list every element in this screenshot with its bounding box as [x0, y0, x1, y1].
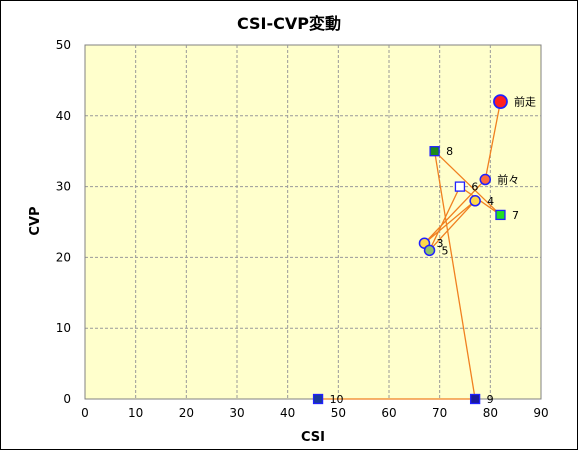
- x-axis-title: CSI: [301, 430, 325, 445]
- tick-labels: 0 10 20 30 40 50 60 70 80 90 0 10 20 30 40 50: [56, 38, 549, 420]
- plot-area: [84, 44, 542, 400]
- series-path: [318, 101, 502, 400]
- x-tick-label: 50: [331, 406, 346, 420]
- data-point-label: 前走: [514, 95, 536, 109]
- data-point-label: 4: [487, 195, 494, 208]
- data-point: [495, 209, 506, 221]
- data-point-label: 6: [471, 181, 478, 194]
- y-axis-title: CVP: [28, 206, 43, 235]
- y-tick-label: 30: [56, 180, 71, 194]
- data-point-label: 5: [442, 244, 449, 257]
- data-point-label: 10: [330, 393, 344, 406]
- data-point-label: 9: [487, 393, 494, 406]
- data-point: [493, 94, 508, 110]
- x-tick-label: 80: [483, 406, 498, 420]
- data-point: [479, 173, 492, 186]
- data-point-label: 7: [512, 209, 519, 222]
- x-tick-label: 70: [432, 406, 447, 420]
- data-point-label: 3: [436, 237, 443, 250]
- data-point-label: 前々: [497, 173, 519, 187]
- chart-title: CSI-CVP変動: [237, 14, 341, 33]
- data-point-label: 8: [446, 145, 453, 158]
- data-point: [469, 195, 481, 207]
- y-tick-label: 20: [56, 250, 71, 264]
- x-tick-label: 0: [81, 406, 89, 420]
- x-tick-label: 90: [533, 406, 548, 420]
- y-tick-label: 50: [56, 38, 71, 52]
- x-tick-label: 60: [381, 406, 396, 420]
- y-tick-label: 10: [56, 321, 71, 335]
- data-point: [429, 146, 440, 157]
- data-point: [469, 393, 481, 405]
- x-tick-label: 20: [179, 406, 194, 420]
- x-tick-label: 30: [229, 406, 244, 420]
- data-point: [423, 244, 436, 257]
- data-point: [312, 393, 324, 405]
- y-tick-label: 0: [63, 392, 71, 406]
- data-point: [454, 181, 466, 192]
- y-tick-label: 40: [56, 109, 71, 123]
- x-tick-label: 40: [280, 406, 295, 420]
- series-line: [318, 101, 502, 400]
- x-tick-label: 10: [128, 406, 143, 420]
